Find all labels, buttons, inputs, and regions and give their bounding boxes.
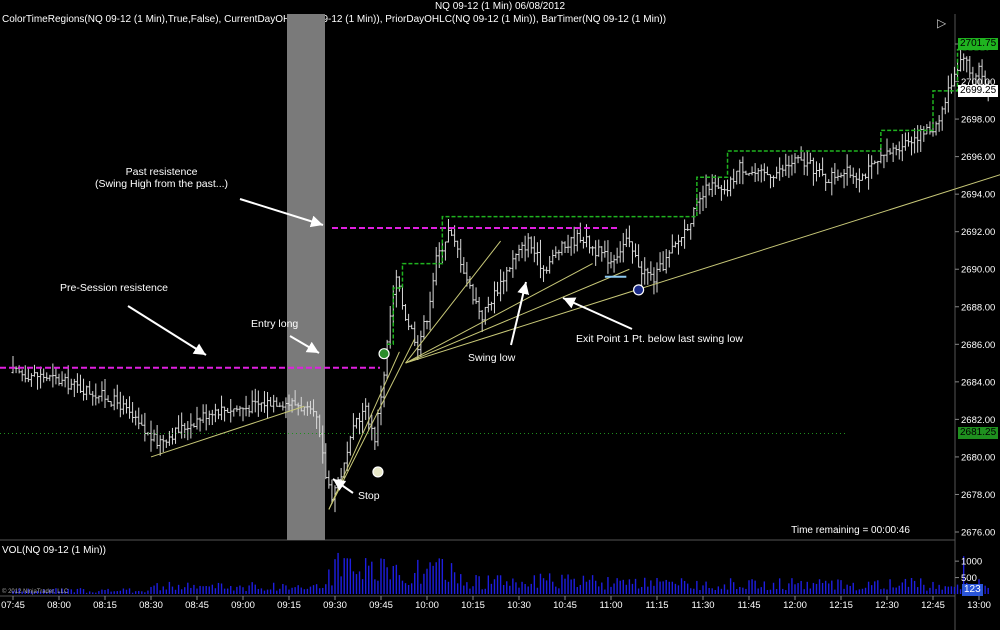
y-tick-label: 2696.00: [961, 152, 995, 163]
x-tick-label: 10:30: [507, 600, 531, 611]
price-axis: 2676.00 2678.00 2680.00 2682.00 2684.00 2686.…: [955, 40, 995, 539]
y-tick-label: 2676.00: [961, 528, 995, 539]
y-tick-label: 2682.00: [961, 415, 995, 426]
x-tick-label: 12:45: [921, 600, 945, 611]
trendline-fan-3: [405, 240, 501, 364]
trendline-fan-4: [405, 263, 593, 364]
time-region-highlight: [287, 14, 325, 540]
arrow-stop: [332, 478, 354, 494]
y-tick-label: 2684.00: [961, 377, 995, 388]
trendline-fan-1: [328, 351, 400, 510]
x-tick-label: 08:00: [47, 600, 71, 611]
annotation-stop: Stop: [358, 490, 380, 502]
exit-marker: [632, 284, 645, 296]
y-tick-label: 2680.00: [961, 452, 995, 463]
annotation-pre-session: Pre-Session resistence: [60, 282, 168, 294]
x-tick-label: 08:15: [93, 600, 117, 611]
time-remaining: Time remaining = 00:00:46: [791, 525, 910, 536]
annotation-past-resistance-line2: (Swing High from the past...): [95, 178, 229, 190]
arrow-exit: [562, 297, 633, 330]
price-tag-last: 2699.25: [958, 85, 999, 97]
x-tick-label: 09:15: [277, 600, 301, 611]
y-tick-label: 2690.00: [961, 265, 995, 276]
overlays: [0, 48, 1000, 510]
x-tick-label: 13:00: [967, 600, 991, 611]
entry-marker: [378, 348, 390, 360]
y-tick-label: 2686.00: [961, 340, 995, 351]
time-axis: 07:45 08:00 08:15 08:30 08:45 09:00 09:15 09:30…: [1, 596, 991, 611]
current-day-high-line: [387, 48, 989, 346]
x-tick-label: 09:30: [323, 600, 347, 611]
trendline-fan-2: [328, 338, 416, 510]
y-tick-label: 2678.00: [961, 490, 995, 501]
annotation-entry: Entry long: [251, 318, 299, 330]
volume-axis: 1000 500: [955, 557, 982, 584]
y-tick-label: 2698.00: [961, 115, 995, 126]
x-tick-label: 11:00: [599, 600, 622, 611]
volume-tick-label: 1000: [961, 557, 982, 568]
x-tick-label: 07:45: [1, 600, 25, 611]
price-bars: [11, 49, 990, 513]
copyright: © 2012 NinjaTrader, LLC: [2, 589, 69, 595]
annotation-past-resistance-line1: Past resistence: [125, 166, 198, 178]
y-tick-label: 2694.00: [961, 190, 995, 201]
x-tick-label: 08:45: [185, 600, 209, 611]
x-tick-label: 10:15: [461, 600, 485, 611]
volume-label: VOL(NQ 09-12 (1 Min)): [2, 545, 106, 556]
x-tick-label: 12:00: [783, 600, 807, 611]
window-title: NQ 09-12 (1 Min) 06/08/2012: [434, 1, 566, 12]
x-tick-label: 10:00: [415, 600, 439, 611]
x-tick-label: 09:45: [369, 600, 393, 611]
collapse-icon[interactable]: ▷: [937, 16, 947, 30]
arrow-entry: [289, 335, 320, 354]
x-tick-label: 12:30: [875, 600, 899, 611]
trendline-premarket: [150, 405, 305, 458]
x-tick-label: 10:45: [553, 600, 577, 611]
stop-marker: [372, 466, 384, 478]
arrow-pre-session: [127, 305, 207, 356]
indicator-list: ColorTimeRegions(NQ 09-12 (1 Min),True,F…: [2, 14, 667, 25]
annotation-exit: Exit Point 1 Pt. below last swing low: [576, 333, 743, 345]
arrow-past-resistance: [239, 198, 324, 228]
arrow-swing-low: [510, 281, 530, 346]
y-tick-label: 2700.00: [961, 77, 995, 88]
annotation-swing-low: Swing low: [468, 352, 516, 364]
x-tick-label: 08:30: [139, 600, 163, 611]
trendline-main: [405, 174, 1000, 364]
x-tick-label: 11:30: [691, 600, 714, 611]
x-tick-label: 09:00: [231, 600, 255, 611]
x-tick-label: 12:15: [829, 600, 853, 611]
y-tick-label: 2688.00: [961, 302, 995, 313]
x-tick-label: 11:15: [645, 600, 668, 611]
volume-bars: [12, 552, 989, 594]
price-tag-high: 2701.75: [958, 38, 999, 50]
x-tick-label: 11:45: [737, 600, 760, 611]
volume-tick-label: 500: [961, 573, 977, 584]
y-tick-label: 2692.00: [961, 227, 995, 238]
annotation-past-resistance: Past resistence (Swing High from the pas…: [95, 166, 228, 190]
volume-last-badge: 123: [962, 584, 983, 596]
price-tag-prior: 2681.25: [958, 427, 999, 439]
